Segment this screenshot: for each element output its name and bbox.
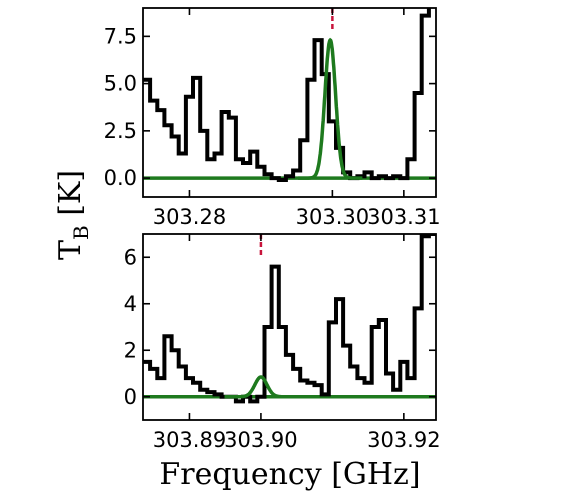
axes-frame [142,233,437,421]
y-tick-label: 5.0 [104,72,137,96]
x-tick-label: 303.31 [367,205,440,229]
y-axis-label: TB [K] [53,170,93,260]
axes-frame [142,7,437,198]
spectrum-steps [143,234,436,404]
gaussian-fit [224,375,298,399]
x-tick-label: 303.28 [153,205,226,229]
y-tick-label: 0 [124,385,137,409]
gaussian-fit [298,37,363,180]
plot-area [143,234,436,404]
y-tick-label: 2.5 [104,119,137,143]
x-tick-label: 303.92 [367,428,440,452]
y-tick-label: 0.0 [104,166,137,190]
spectrum-steps [143,8,431,182]
plot-area [143,8,436,182]
y-tick-label: 7.5 [104,24,137,48]
x-tick-label: 303.89 [153,428,226,452]
x-tick-label: 303.30 [296,205,369,229]
x-tick-label: 303.90 [224,428,297,452]
y-tick-label: 6 [124,245,137,269]
y-tick-label: 4 [124,292,137,316]
y-tick-label: 2 [124,338,137,362]
x-axis-label: Frequency [GHz] [159,457,420,492]
